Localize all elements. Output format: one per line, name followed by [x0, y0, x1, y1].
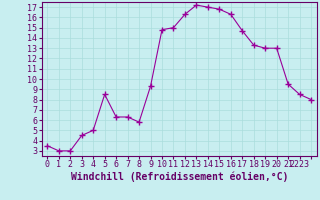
X-axis label: Windchill (Refroidissement éolien,°C): Windchill (Refroidissement éolien,°C) — [70, 172, 288, 182]
